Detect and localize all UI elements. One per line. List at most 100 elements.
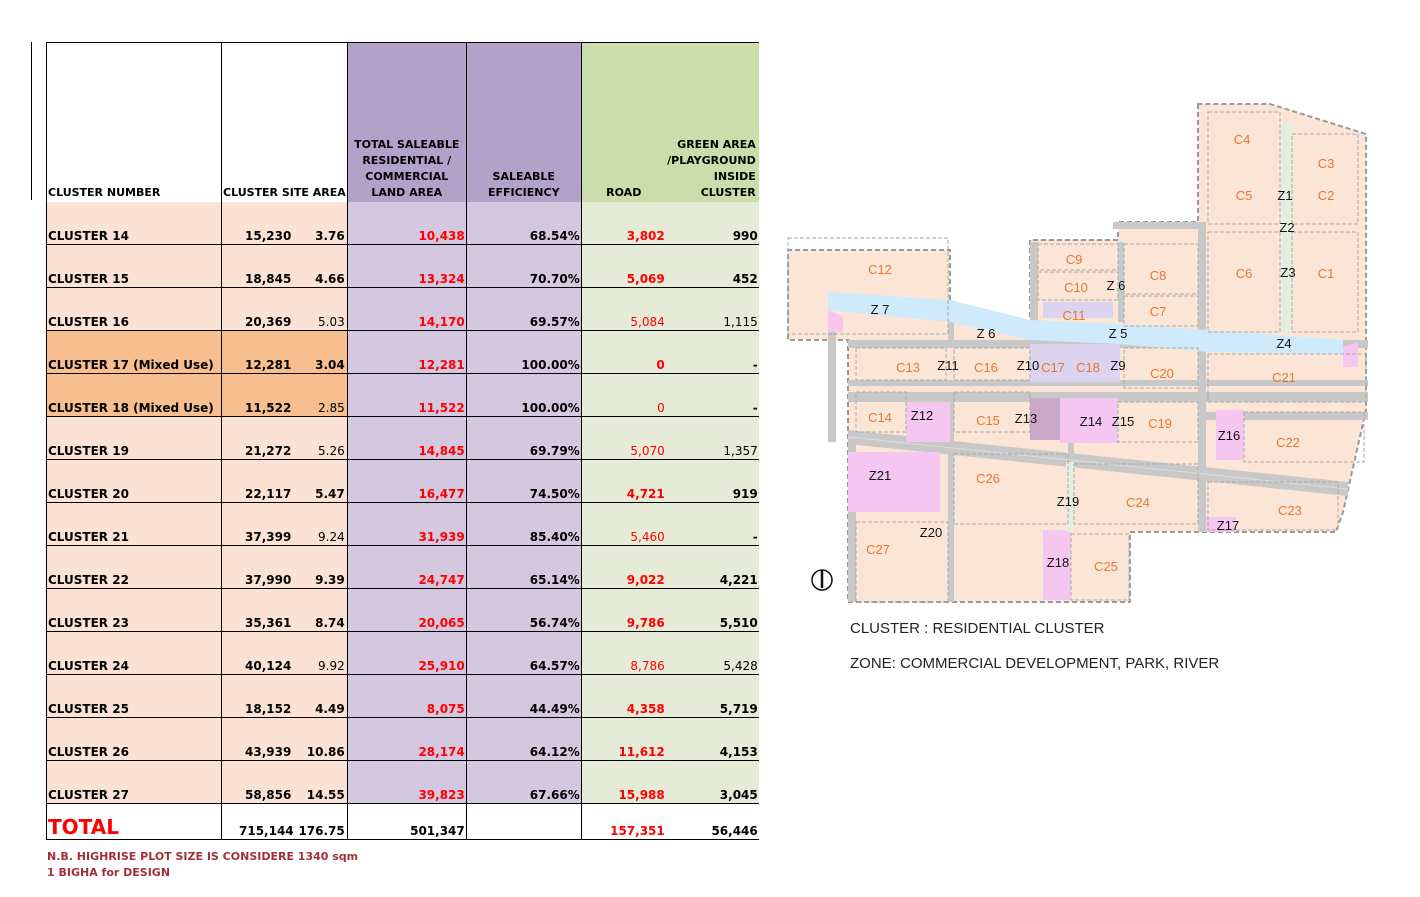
site-area-sqm: 20,369 bbox=[245, 315, 292, 329]
saleable-area: 13,324 bbox=[346, 244, 467, 288]
cluster-outlines bbox=[787, 111, 1367, 603]
zone-label-10: Z11 bbox=[937, 358, 958, 373]
green-area: 990 bbox=[665, 202, 759, 245]
site-area-sqm: 40,124 bbox=[245, 659, 292, 673]
zone-label-3: Z4 bbox=[1276, 336, 1291, 351]
site-area-bigha: 5.26 bbox=[318, 444, 345, 458]
road-area: 5,069 bbox=[580, 244, 666, 288]
road-area: 9,022 bbox=[580, 545, 666, 589]
saleable-efficiency: 100.00% bbox=[465, 330, 582, 374]
cluster-label-c11: C11 bbox=[1063, 308, 1086, 323]
zone-label-17: Z18 bbox=[1047, 555, 1069, 570]
zone-label-14: Z15 bbox=[1112, 414, 1134, 429]
saleable-efficiency: 64.12% bbox=[465, 717, 582, 761]
cluster-label-c3: C3 bbox=[1318, 156, 1335, 171]
table-row: CLUSTER 17 (Mixed Use) 12,281 3.04 12,281 10… bbox=[46, 330, 759, 374]
site-area-bigha: 5.03 bbox=[318, 315, 345, 329]
cluster-label-c27: C27 bbox=[866, 542, 890, 557]
site-area-sqm: 37,990 bbox=[245, 573, 292, 587]
site-area-sqm: 58,856 bbox=[245, 788, 292, 802]
zone-label-4: Z 5 bbox=[1109, 326, 1128, 341]
table-row: CLUSTER 26 43,939 10.86 28,174 64.12% 11,612 4… bbox=[46, 717, 759, 761]
road-area: 8,786 bbox=[580, 631, 666, 675]
saleable-area: 24,747 bbox=[346, 545, 467, 589]
saleable-area: 14,170 bbox=[346, 287, 467, 331]
cluster-name: CLUSTER 27 bbox=[46, 760, 222, 804]
site-area: 21,272 5.26 bbox=[221, 416, 348, 460]
cluster-label-c8: C8 bbox=[1150, 268, 1167, 283]
green-area: 5,510 bbox=[665, 588, 759, 632]
saleable-area: 20,065 bbox=[346, 588, 467, 632]
zone-label-2: Z3 bbox=[1280, 265, 1295, 280]
table-row: CLUSTER 19 21,272 5.26 14,845 69.79% 5,070 1,3… bbox=[46, 416, 759, 460]
green-area: 452 bbox=[665, 244, 759, 288]
saleable-area: 16,477 bbox=[346, 459, 467, 503]
green-area: 4,221 bbox=[665, 545, 759, 589]
road-area: 4,358 bbox=[580, 674, 666, 718]
zone-label-5: Z 6 bbox=[1107, 278, 1126, 293]
header-cluster-number: CLUSTER NUMBER bbox=[46, 42, 222, 202]
cluster-label-c6: C6 bbox=[1236, 266, 1253, 281]
cluster-label-c26: C26 bbox=[976, 471, 1000, 486]
cluster-label-c1: C1 bbox=[1318, 266, 1335, 281]
site-area-bigha: 10.86 bbox=[306, 745, 345, 759]
zone-label-6: Z 6 bbox=[977, 326, 996, 341]
site-area-sqm: 35,361 bbox=[245, 616, 292, 630]
total-label-text: TOTAL bbox=[48, 815, 119, 839]
site-area: 11,522 2.85 bbox=[221, 373, 348, 417]
cluster-label-c16: C16 bbox=[974, 360, 998, 375]
sheet-left-border bbox=[31, 42, 32, 200]
total-site-area: 715,144 176.75 bbox=[221, 803, 348, 840]
road-area: 0 bbox=[580, 373, 666, 417]
cluster-label-c9: C9 bbox=[1066, 252, 1083, 267]
cluster-label-c10: C10 bbox=[1064, 280, 1088, 295]
zone-label-19: Z20 bbox=[920, 525, 942, 540]
site-area: 40,124 9.92 bbox=[221, 631, 348, 675]
cluster-label-c2: C2 bbox=[1318, 188, 1335, 203]
cluster-label-c18: C18 bbox=[1076, 360, 1100, 375]
green-area: 5,428 bbox=[665, 631, 759, 675]
total-site-sqm: 715,144 bbox=[239, 824, 294, 838]
total-saleable: 501,347 bbox=[346, 803, 467, 840]
site-area-sqm: 15,230 bbox=[245, 229, 292, 243]
cluster-area-table: CLUSTER NUMBER CLUSTER SITE AREA TOTAL S… bbox=[46, 42, 759, 840]
road-area: 0 bbox=[580, 330, 666, 374]
header-green-area: GREEN AREA /PLAYGROUND INSIDE CLUSTER bbox=[665, 42, 759, 202]
cluster-label-c19: C19 bbox=[1148, 416, 1172, 431]
total-efficiency bbox=[465, 803, 582, 840]
cluster-name: CLUSTER 26 bbox=[46, 717, 222, 761]
site-area-bigha: 3.76 bbox=[315, 229, 345, 243]
site-area-bigha: 9.39 bbox=[315, 573, 345, 587]
cluster-name: CLUSTER 22 bbox=[46, 545, 222, 589]
road-area: 5,460 bbox=[580, 502, 666, 546]
site-area-sqm: 18,152 bbox=[245, 702, 292, 716]
green-area: 3,045 bbox=[665, 760, 759, 804]
road-area: 5,070 bbox=[580, 416, 666, 460]
cluster-name: CLUSTER 14 bbox=[46, 202, 222, 245]
site-area-bigha: 9.92 bbox=[318, 659, 345, 673]
green-area: 919 bbox=[665, 459, 759, 503]
zone-label-13: Z14 bbox=[1080, 414, 1102, 429]
cluster-name: CLUSTER 24 bbox=[46, 631, 222, 675]
saleable-efficiency: 64.57% bbox=[465, 631, 582, 675]
cluster-label-c20: C20 bbox=[1150, 366, 1174, 381]
cluster-name: CLUSTER 25 bbox=[46, 674, 222, 718]
zone-label-0: Z1 bbox=[1277, 188, 1292, 203]
saleable-efficiency: 85.40% bbox=[465, 502, 582, 546]
site-area-sqm: 18,845 bbox=[245, 272, 292, 286]
cluster-name: CLUSTER 19 bbox=[46, 416, 222, 460]
cluster-name: CLUSTER 20 bbox=[46, 459, 222, 503]
zone-areas bbox=[828, 122, 1358, 600]
road-area: 5,084 bbox=[580, 287, 666, 331]
cluster-area-sheet: CLUSTER NUMBER CLUSTER SITE AREA TOTAL S… bbox=[31, 42, 759, 879]
site-area-bigha: 5.47 bbox=[315, 487, 345, 501]
total-label: TOTAL bbox=[46, 803, 222, 840]
saleable-efficiency: 68.54% bbox=[465, 202, 582, 245]
site-area: 15,230 3.76 bbox=[221, 202, 348, 245]
zone-label-15: Z16 bbox=[1218, 428, 1240, 443]
cluster-name: CLUSTER 23 bbox=[46, 588, 222, 632]
site-area-sqm: 37,399 bbox=[245, 530, 292, 544]
zone-label-9: Z10 bbox=[1017, 358, 1039, 373]
zone-label-16: Z17 bbox=[1217, 518, 1239, 533]
green-area: 1,357 bbox=[665, 416, 759, 460]
